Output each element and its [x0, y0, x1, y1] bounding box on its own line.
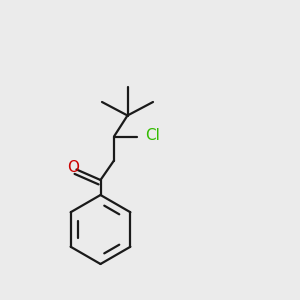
Text: O: O [68, 160, 80, 175]
Text: Cl: Cl [145, 128, 160, 143]
